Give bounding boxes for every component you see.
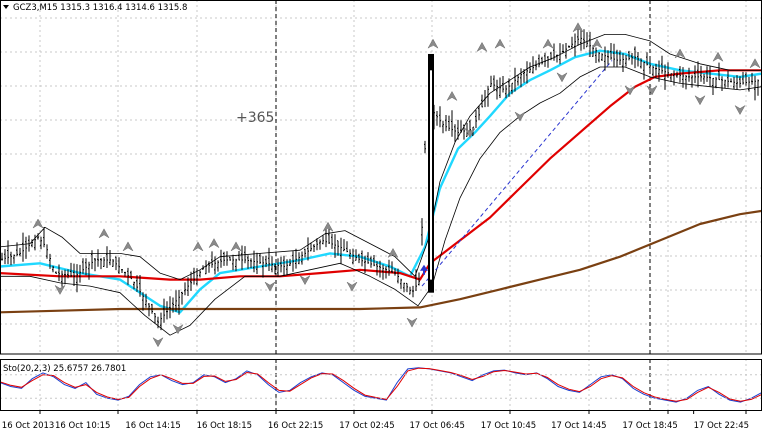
arrow-fractal-icon (674, 48, 686, 59)
candles (1, 28, 759, 331)
arrow-fractal-icon (299, 274, 311, 286)
arrow-fractal-icon (208, 238, 220, 249)
x-axis-tick-label: 17 Oct 18:45 (622, 421, 677, 431)
stochastic-lines (0, 367, 762, 403)
arrow-fractal-icon (264, 281, 276, 292)
x-axis-tick-label: 17 Oct 02:45 (339, 421, 394, 431)
arrow-fractal-icon (32, 218, 44, 229)
arrow-fractal-icon (387, 247, 399, 259)
envelope-upper-line (0, 34, 762, 280)
grid-lines (0, 0, 762, 410)
arrow-fractal-icon (54, 284, 66, 295)
arrow-fractal-icon (446, 90, 458, 102)
arrow-fractal-icon (230, 241, 242, 252)
trend-line (421, 60, 613, 287)
arrow-fractal-icon (192, 241, 204, 252)
breakout-candle-body (430, 70, 432, 280)
blue-arrow-up-icon (420, 264, 428, 275)
arrow-fractal-icon (322, 221, 334, 232)
arrow-fractal-icon (542, 38, 554, 49)
arrow-fractal-icon (734, 104, 746, 116)
stochastic-label: Sto(20,2,3) 25.6757 26.7801 (3, 364, 126, 374)
x-axis-tick-label: 16 Oct 22:15 (268, 421, 323, 431)
arrow-fractal-icon (694, 95, 706, 106)
arrow-fractal-icon (514, 111, 526, 122)
profit-annotation: +365 (236, 110, 274, 126)
fast-ma-line (0, 49, 762, 314)
arrow-fractal-icon (572, 22, 584, 33)
x-axis-tick-label: 16 Oct 10:15 (55, 421, 110, 431)
arrow-fractal-icon (556, 72, 568, 83)
arrow-fractal-icon (749, 58, 761, 69)
arrow-fractal-icon (624, 85, 636, 96)
arrow-fractal-icon (494, 38, 506, 49)
arrow-fractal-icon (122, 241, 134, 252)
arrow-fractal-icon (346, 281, 358, 292)
arrow-fractal-icon (427, 38, 439, 49)
arrow-fractal-icon (152, 337, 164, 348)
chart-header: GCZ3,M15 1315.3 1316.4 1314.6 1315.8 (13, 3, 187, 13)
fractal-markers (32, 22, 761, 348)
triangle-down-icon[interactable] (3, 5, 9, 9)
arrow-fractal-icon (464, 127, 476, 138)
x-axis-tick-label: 16 Oct 14:15 (125, 421, 180, 431)
arrow-fractal-icon (646, 85, 658, 96)
arrow-fractal-icon (172, 323, 184, 335)
stochastic-main-line (0, 367, 762, 403)
arrow-fractal-icon (476, 41, 488, 53)
chart-text: GCZ3,M15 1315.3 1316.4 1314.6 1315.8 +36… (2, 3, 749, 431)
slow-ma-line (0, 209, 762, 314)
x-axis-tick-label: 17 Oct 14:45 (551, 421, 606, 431)
arrow-fractal-icon (712, 51, 724, 62)
envelope-lower-line (0, 66, 762, 336)
mid-ma-line (0, 69, 762, 281)
arrow-fractal-icon (98, 228, 110, 239)
x-axis-tick-label: 17 Oct 10:45 (481, 421, 536, 431)
x-axis-tick-label: 16 Oct 18:15 (197, 421, 252, 431)
x-axis-tick-label: 17 Oct 22:45 (694, 421, 749, 431)
x-axis-tick-label: 16 Oct 2013 (2, 421, 55, 431)
arrow-fractal-icon (406, 317, 418, 328)
arrow-fractal-icon (591, 38, 603, 49)
x-axis-tick-label: 17 Oct 06:45 (410, 421, 465, 431)
